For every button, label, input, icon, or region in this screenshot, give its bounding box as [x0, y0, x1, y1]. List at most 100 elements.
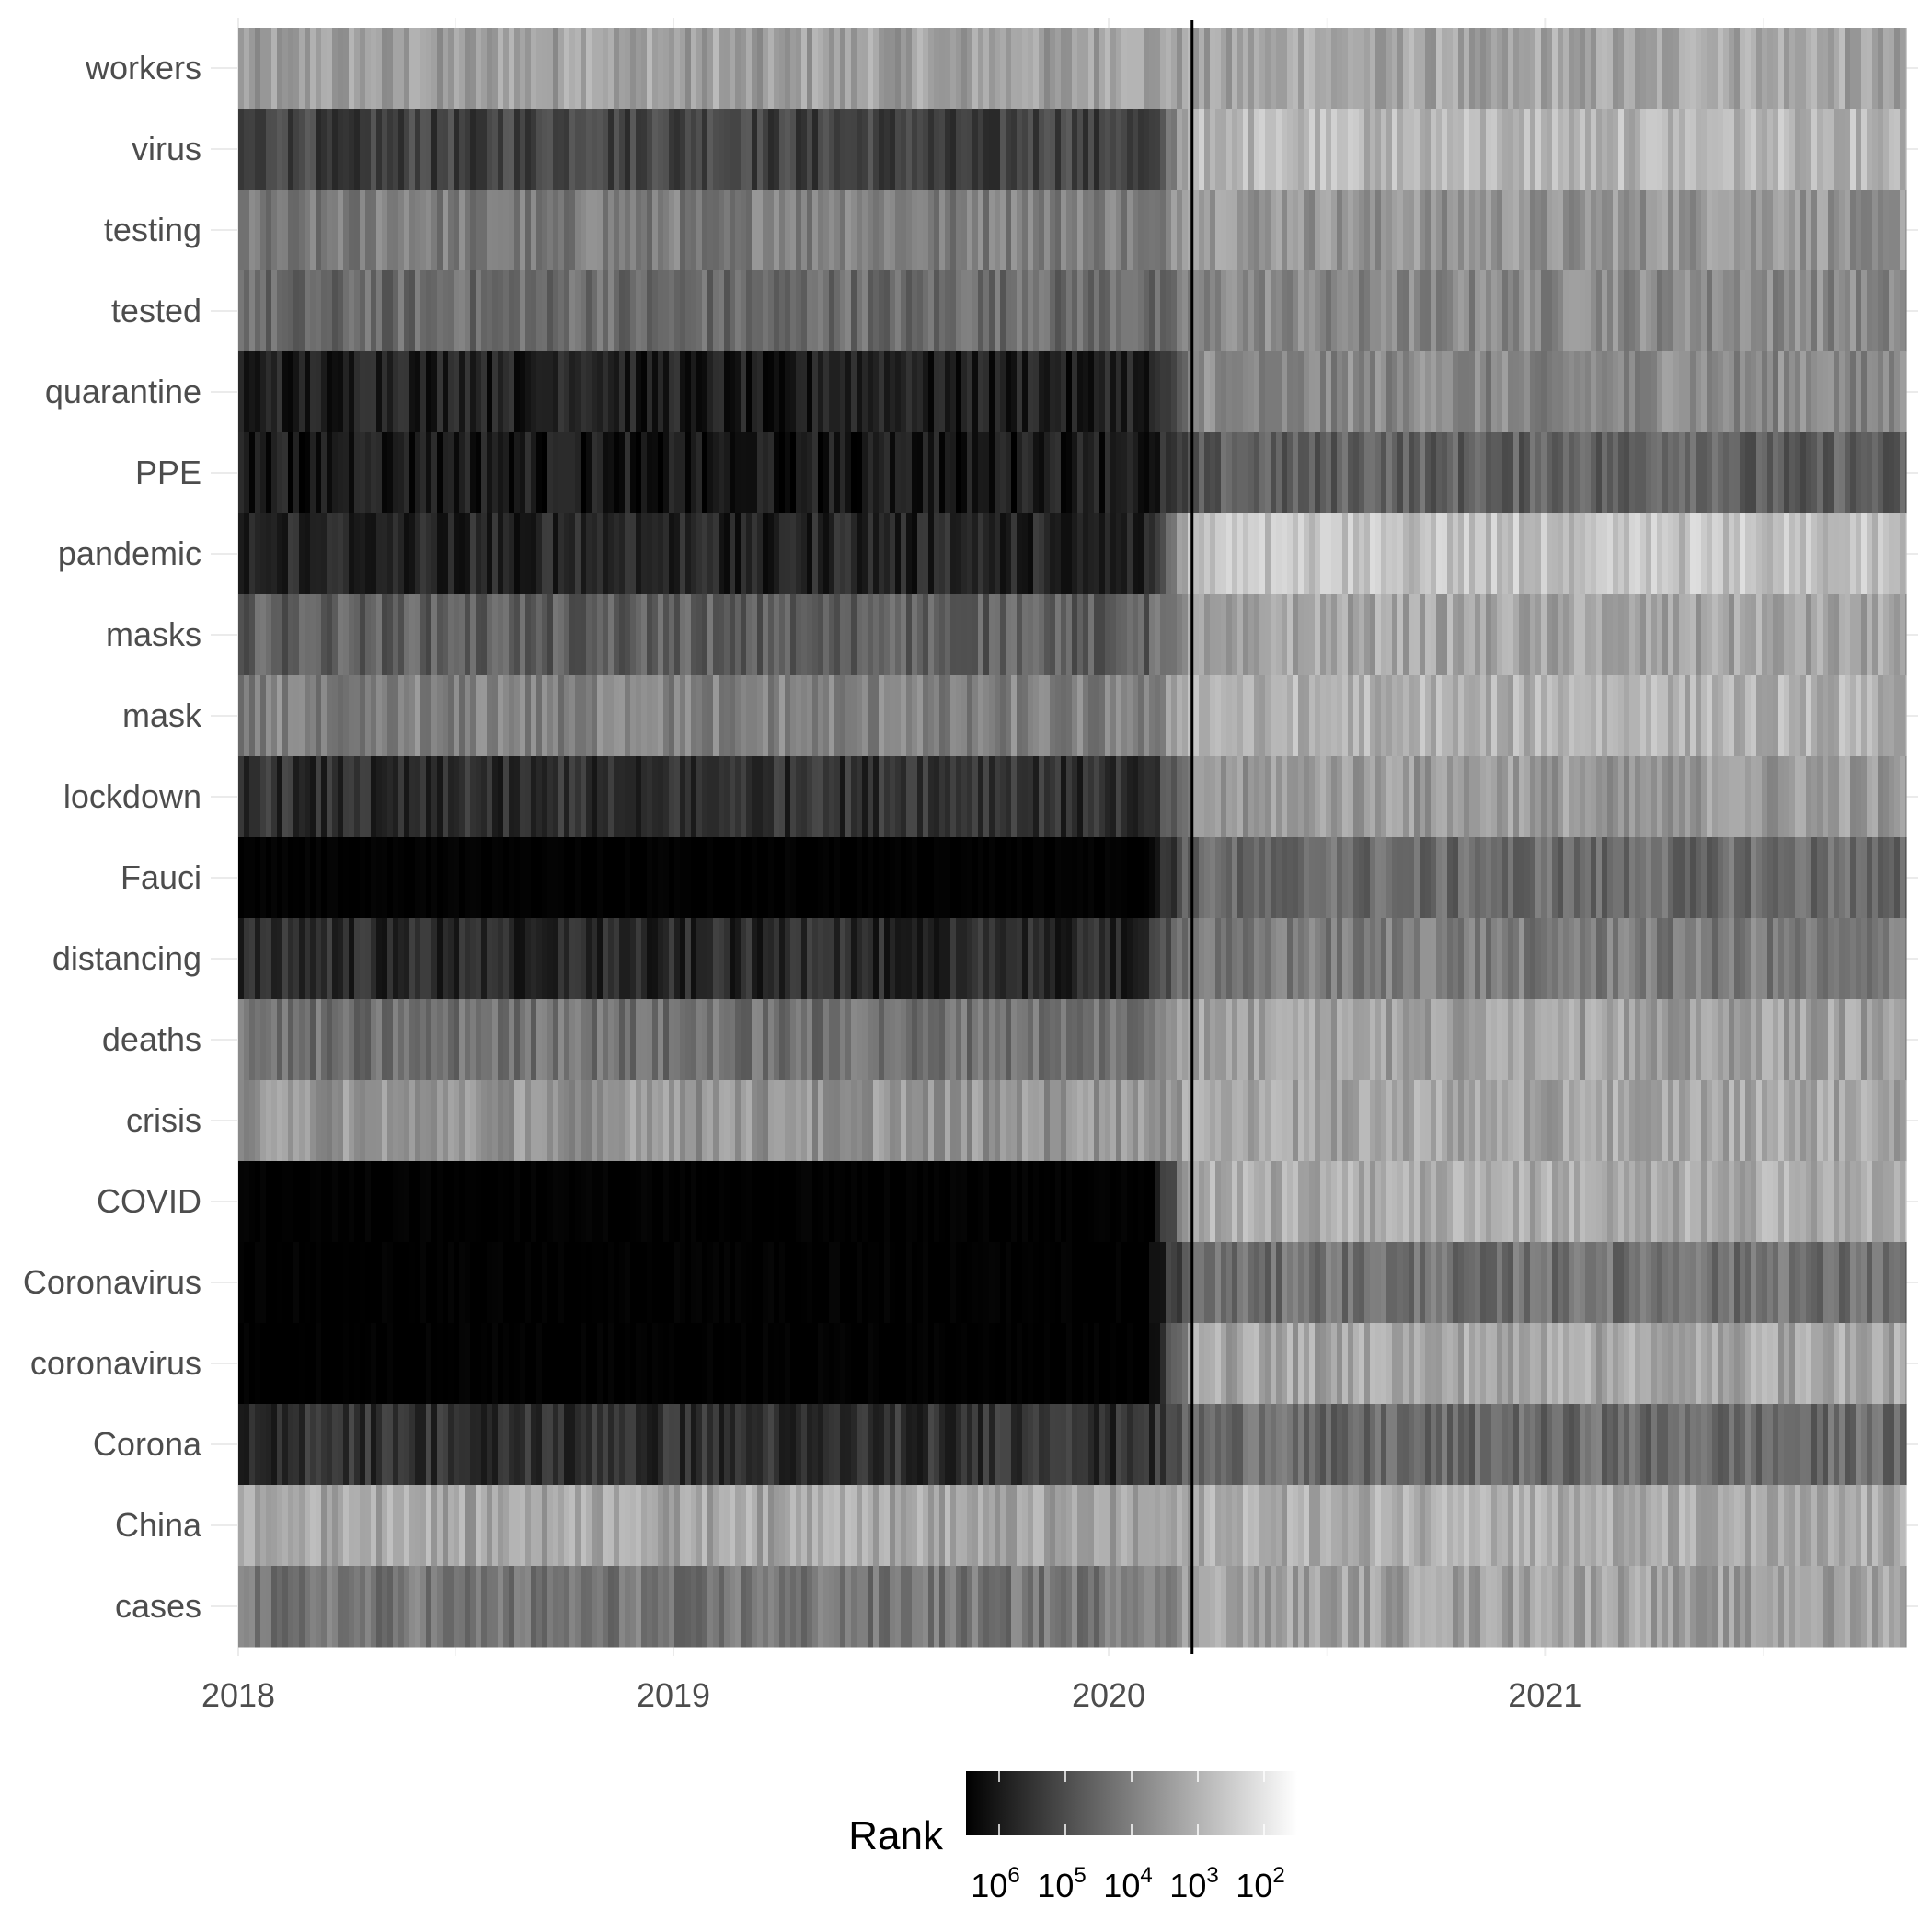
heatmap-cell [592, 837, 598, 919]
heatmap-cell [1718, 675, 1724, 757]
heatmap-cell [597, 28, 604, 109]
heatmap-cell [834, 999, 841, 1081]
heatmap-cell [829, 1080, 835, 1162]
heatmap-cell [1055, 513, 1062, 595]
heatmap-cell [730, 756, 736, 838]
heatmap-cell [658, 190, 664, 271]
heatmap-cell [1751, 756, 1757, 838]
heatmap-cell [581, 270, 587, 352]
heatmap-cell [1867, 837, 1873, 919]
heatmap-cell [487, 756, 493, 838]
heatmap-cell [1061, 513, 1067, 595]
heatmap-cell [923, 756, 929, 838]
heatmap-cell [625, 513, 631, 595]
heatmap-cell [1276, 837, 1282, 919]
heatmap-cell [1668, 432, 1674, 514]
heatmap-cell [1762, 1080, 1768, 1162]
heatmap-cell [1491, 756, 1498, 838]
heatmap-cell [437, 918, 443, 1000]
heatmap-cell [1083, 432, 1089, 514]
heatmap-cell [945, 675, 951, 757]
heatmap-cell [1845, 1161, 1851, 1243]
heatmap-cell [685, 1161, 692, 1243]
heatmap-cell [680, 675, 686, 757]
heatmap-cell [1580, 1161, 1586, 1243]
heatmap-cell [1442, 675, 1448, 757]
heatmap-cell [1762, 28, 1768, 109]
heatmap-cell [1646, 837, 1652, 919]
heatmap-cell [752, 1080, 758, 1162]
heatmap-cell [796, 28, 802, 109]
heatmap-cell [249, 837, 256, 919]
heatmap-cell [1745, 109, 1752, 190]
heatmap-cell [972, 513, 979, 595]
heatmap-cell [1718, 999, 1724, 1081]
heatmap-cell [1271, 837, 1277, 919]
heatmap-cell [316, 1323, 322, 1405]
heatmap-cell [431, 999, 438, 1081]
heatmap-cell [774, 1242, 780, 1324]
heatmap-cell [1464, 351, 1470, 433]
heatmap-cell [431, 1242, 438, 1324]
heatmap-cell [1602, 918, 1608, 1000]
heatmap-cell [1337, 756, 1343, 838]
heatmap-cell [1420, 190, 1426, 271]
heatmap-cell [1226, 1080, 1233, 1162]
heatmap-cell [1486, 837, 1492, 919]
heatmap-cell [1778, 1080, 1785, 1162]
heatmap-cell [1767, 837, 1774, 919]
heatmap-cell [1127, 109, 1133, 190]
heatmap-cell [1569, 756, 1575, 838]
heatmap-cell [1033, 756, 1040, 838]
heatmap-cell [1701, 999, 1708, 1081]
heatmap-cell [1651, 351, 1658, 433]
heatmap-cell [1602, 675, 1608, 757]
heatmap-cell [1199, 432, 1205, 514]
heatmap-cell [575, 1242, 581, 1324]
heatmap-cell [1265, 837, 1271, 919]
heatmap-cell [1099, 837, 1106, 919]
heatmap-cell [1099, 756, 1106, 838]
heatmap-cell [1535, 513, 1542, 595]
heatmap-cell [1050, 594, 1056, 676]
heatmap-cell [1574, 109, 1581, 190]
heatmap-cell [1050, 675, 1056, 757]
heatmap-cell [581, 1080, 587, 1162]
heatmap-cell [581, 432, 587, 514]
heatmap-cell [1707, 918, 1713, 1000]
heatmap-cell [1712, 594, 1719, 676]
heatmap-cell [1530, 999, 1536, 1081]
heatmap-cell [625, 270, 631, 352]
heatmap-cell [636, 675, 642, 757]
heatmap-cell [934, 594, 940, 676]
heatmap-cell [1304, 190, 1310, 271]
heatmap-cell [1845, 999, 1851, 1081]
heatmap-cell [757, 1161, 764, 1243]
heatmap-cell [851, 109, 857, 190]
heatmap-cell [989, 351, 995, 433]
heatmap-cell [498, 432, 504, 514]
heatmap-cell [1315, 594, 1321, 676]
heatmap-cell [696, 1161, 703, 1243]
heatmap-cell [1094, 1161, 1100, 1243]
heatmap-cell [906, 594, 913, 676]
heatmap-cell [553, 270, 559, 352]
heatmap-cell [1889, 837, 1895, 919]
heatmap-cell [746, 351, 753, 433]
heatmap-cell [1811, 837, 1818, 919]
heatmap-cell [1447, 351, 1454, 433]
heatmap-cell [862, 675, 868, 757]
heatmap-cell [1618, 190, 1625, 271]
heatmap-cell [1618, 675, 1625, 757]
heatmap-cell [1723, 28, 1730, 109]
heatmap-cell [1182, 1242, 1189, 1324]
heatmap-cell [1077, 28, 1084, 109]
heatmap-cell [1668, 837, 1674, 919]
heatmap-cell [387, 999, 394, 1081]
heatmap-cell [327, 594, 333, 676]
heatmap-cell [801, 594, 808, 676]
heatmap-cell [1149, 756, 1156, 838]
heatmap-cell [1000, 675, 1006, 757]
heatmap-cell [1304, 513, 1310, 595]
heatmap-cell [1221, 837, 1227, 919]
